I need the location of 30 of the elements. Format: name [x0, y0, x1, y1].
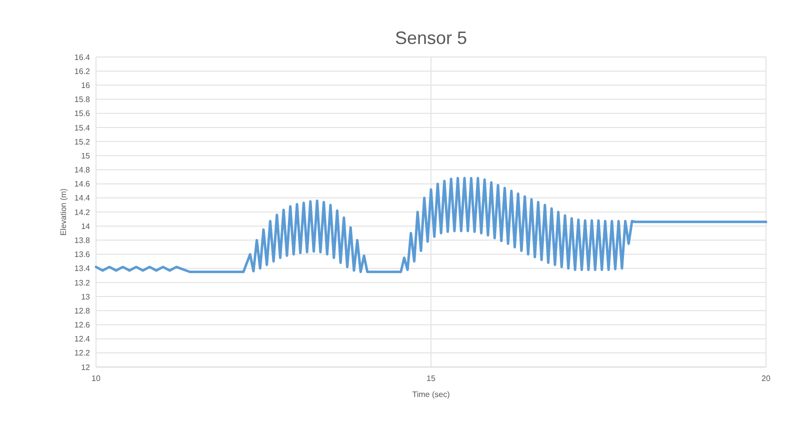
y-tick-label: 15.2 — [74, 137, 91, 146]
y-tick-label: 15.6 — [74, 109, 91, 118]
y-tick-label: 13.8 — [74, 236, 91, 245]
y-tick-label: 14.8 — [74, 166, 91, 175]
y-tick-label: 16.4 — [74, 52, 91, 62]
y-tick-label: 13.6 — [74, 250, 91, 260]
line-series — [94, 176, 768, 274]
y-tick-label: 15.8 — [74, 95, 91, 104]
chart-title: Sensor 5 — [394, 28, 468, 48]
y-tick-label: 15.4 — [74, 123, 91, 132]
x-tick-label: 20 — [762, 374, 771, 383]
y-tick-label: 12.8 — [74, 306, 91, 316]
y-tick-label: 13.4 — [74, 264, 91, 274]
y-tick-label: 14.4 — [74, 194, 91, 203]
y-tick-label: 12.6 — [74, 320, 91, 330]
y-tick-label: 12.2 — [74, 348, 91, 358]
x-tick-label: 10 — [92, 374, 101, 383]
y-tick-label: 14.6 — [74, 180, 91, 189]
y-axis-title: Elevation (m) — [59, 188, 68, 236]
y-tick-label: 14.2 — [74, 208, 91, 217]
y-tick-label: 14 — [81, 222, 91, 231]
y-tick-label: 13 — [81, 292, 91, 302]
y-tick-label: 12.4 — [74, 334, 91, 344]
y-tick-label: 16.2 — [74, 66, 91, 76]
x-axis-title: Time (sec) — [412, 390, 450, 399]
y-tick-label: 15 — [81, 151, 91, 160]
x-tick-label: 15 — [426, 374, 436, 383]
y-tick-label: 13.2 — [74, 278, 91, 288]
y-tick-label: 12 — [81, 362, 91, 372]
y-tick-label: 16 — [81, 80, 91, 90]
